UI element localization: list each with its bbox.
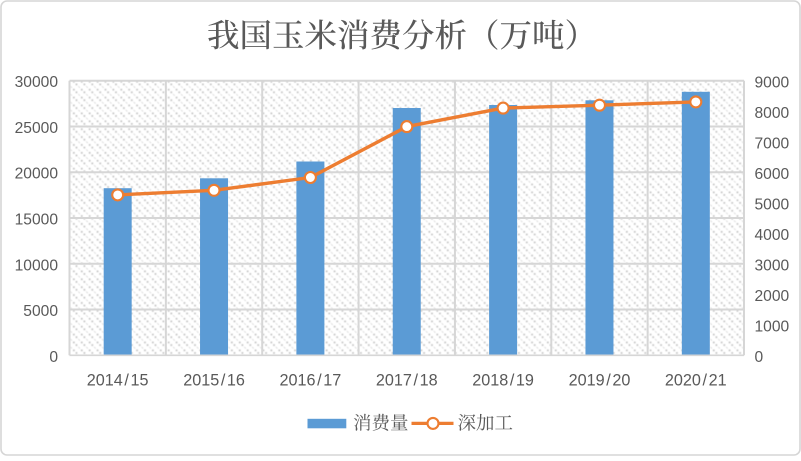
svg-text:2020/21: 2020/21 bbox=[665, 371, 727, 389]
svg-text:10000: 10000 bbox=[15, 257, 59, 274]
svg-text:4000: 4000 bbox=[755, 227, 790, 244]
svg-text:20000: 20000 bbox=[15, 166, 59, 183]
svg-text:2000: 2000 bbox=[755, 288, 790, 305]
svg-text:2017/18: 2017/18 bbox=[376, 371, 438, 389]
svg-text:7000: 7000 bbox=[755, 135, 790, 152]
svg-text:6000: 6000 bbox=[755, 166, 790, 183]
svg-text:9000: 9000 bbox=[755, 74, 790, 91]
svg-text:0: 0 bbox=[49, 349, 58, 366]
svg-text:30000: 30000 bbox=[15, 74, 59, 91]
svg-text:15000: 15000 bbox=[15, 212, 59, 229]
svg-text:1000: 1000 bbox=[755, 318, 790, 335]
svg-text:25000: 25000 bbox=[15, 120, 59, 137]
svg-text:2014/15: 2014/15 bbox=[87, 371, 149, 389]
svg-text:2018/19: 2018/19 bbox=[472, 371, 534, 389]
svg-text:2016/17: 2016/17 bbox=[280, 371, 342, 389]
svg-text:3000: 3000 bbox=[755, 257, 790, 274]
svg-text:0: 0 bbox=[755, 349, 764, 366]
svg-text:5000: 5000 bbox=[755, 196, 790, 213]
svg-text:2015/16: 2015/16 bbox=[183, 371, 245, 389]
svg-text:5000: 5000 bbox=[23, 303, 58, 320]
svg-text:8000: 8000 bbox=[755, 105, 790, 122]
svg-text:2019/20: 2019/20 bbox=[569, 371, 631, 389]
